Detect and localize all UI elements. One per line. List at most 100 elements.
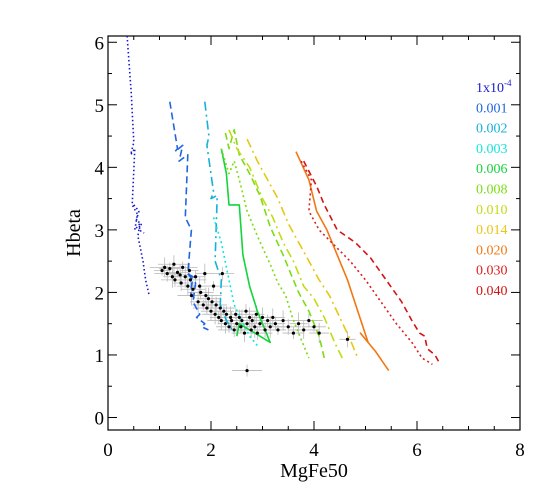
model-line: [204, 101, 235, 334]
legend-label: 0.001: [476, 101, 508, 116]
data-point: [220, 272, 224, 276]
model-line: [126, 35, 150, 296]
tick-labels: 0 2 4 6 8 0 1 2 3 4 5 6: [95, 33, 525, 461]
x-tick-label: 0: [103, 440, 113, 461]
data-point: [281, 318, 285, 323]
data-point: [175, 270, 180, 274]
data-point: [263, 328, 267, 332]
data-point: [286, 325, 290, 329]
data-point: [214, 303, 218, 307]
data-point: [178, 273, 182, 277]
data-point: [199, 290, 203, 295]
x-tick-label: 2: [206, 440, 216, 461]
data-point: [239, 325, 243, 329]
data-point: [232, 328, 236, 332]
data-point: [222, 309, 226, 313]
data-point: [345, 337, 350, 341]
model-line: [300, 160, 433, 365]
data-point: [248, 315, 252, 320]
legend-label: 0.040: [476, 284, 508, 299]
data-point: [223, 322, 228, 326]
x-tick-label: 4: [309, 440, 319, 461]
y-tick-label: 1: [95, 346, 105, 367]
data-point: [196, 300, 200, 304]
model-line: [224, 129, 326, 359]
data-point: [205, 306, 209, 310]
data-point: [260, 315, 265, 320]
data-point: [193, 275, 198, 279]
data-point: [187, 268, 191, 273]
data-point: [258, 322, 262, 326]
data-point: [165, 272, 169, 276]
data-point: [163, 265, 167, 269]
data-point: [230, 318, 234, 323]
model-line: [220, 148, 310, 359]
data-points: [160, 262, 350, 373]
data-point: [235, 322, 239, 326]
data-point: [172, 262, 176, 266]
axis-ticks: [107, 36, 521, 430]
data-point: [179, 281, 183, 285]
data-point: [206, 297, 211, 301]
data-point: [266, 318, 270, 323]
data-point: [244, 309, 248, 313]
legend-label: 0.006: [476, 162, 508, 177]
data-point: [228, 315, 233, 320]
y-axis-label: Hbeta: [63, 209, 85, 257]
data-point: [276, 328, 280, 332]
data-point: [211, 284, 216, 288]
data-point: [253, 325, 257, 329]
data-point: [168, 267, 172, 271]
data-point: [242, 331, 247, 335]
data-point: [191, 287, 195, 291]
data-point: [188, 278, 192, 282]
data-point: [254, 312, 258, 316]
data-point: [217, 315, 221, 320]
model-line: [220, 148, 272, 344]
data-point: [268, 325, 272, 329]
y-tick-label: 5: [95, 96, 105, 117]
legend: 1x10-4 0.001 0.002 0.003 0.006 0.008 0.010 0.01…: [476, 78, 512, 299]
legend-label: 0.003: [476, 142, 508, 157]
model-line: [302, 160, 441, 365]
x-axis-label: MgFe50: [280, 460, 348, 482]
legend-label: 0.014: [476, 223, 508, 238]
model-line: [169, 101, 209, 331]
data-point: [237, 315, 241, 320]
data-point: [210, 300, 214, 304]
legend-label: 1x10-4: [476, 78, 512, 96]
data-point: [317, 331, 321, 335]
data-point: [183, 275, 187, 279]
data-point: [271, 315, 275, 320]
data-point: [249, 328, 253, 332]
y-tick-label: 4: [95, 158, 105, 179]
data-point: [213, 312, 217, 316]
data-point: [198, 284, 202, 288]
data-point: [234, 312, 238, 316]
data-point: [186, 284, 190, 288]
data-point: [296, 322, 301, 326]
data-point: [227, 325, 231, 329]
data-point: [255, 331, 259, 335]
data-point: [170, 275, 174, 279]
y-tick-label: 0: [95, 408, 105, 429]
y-tick-label: 6: [95, 33, 105, 54]
y-tick-label: 3: [95, 221, 105, 242]
data-point: [240, 318, 244, 323]
data-point: [302, 328, 306, 332]
data-point: [219, 318, 223, 323]
data-point: [312, 325, 316, 329]
x-tick-label: 6: [412, 440, 422, 461]
x-tick-label: 8: [515, 440, 525, 461]
data-point: [201, 303, 205, 307]
data-point: [173, 278, 177, 282]
legend-label: 0.008: [476, 183, 508, 198]
data-point: [203, 272, 207, 276]
model-line: [228, 129, 344, 359]
data-point: [273, 322, 277, 326]
model-lines: [126, 35, 441, 372]
data-point: [160, 268, 164, 273]
model-line: [212, 217, 259, 347]
data-point: [245, 322, 249, 326]
